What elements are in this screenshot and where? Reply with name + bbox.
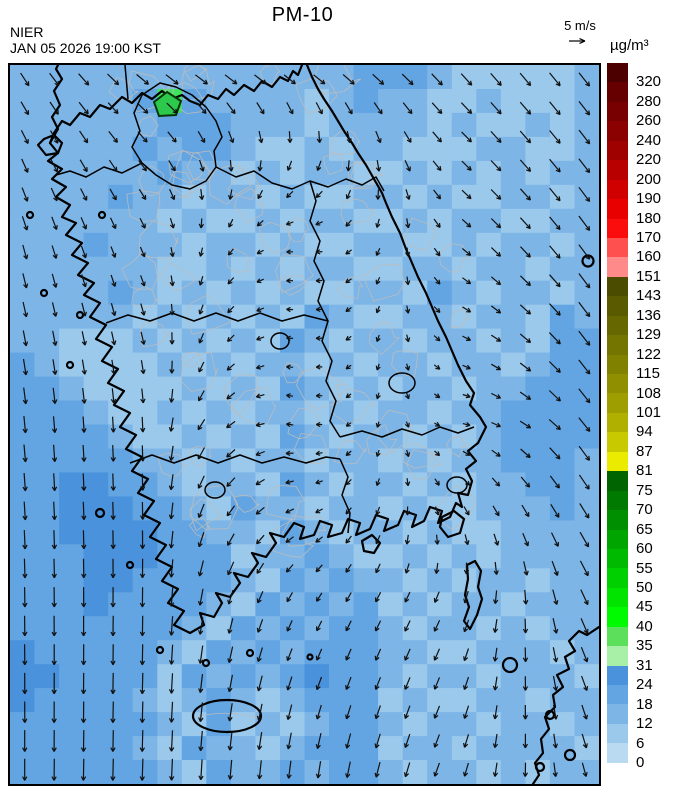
colorbar-tick-label: 81	[636, 462, 653, 480]
colorbar-segment	[607, 685, 628, 705]
page-title: PM-10	[271, 4, 334, 26]
colorbar-segment	[607, 121, 628, 141]
datetime-label: JAN 05 2026 19:00 KST	[10, 40, 161, 56]
colorbar-tick-label: 220	[636, 151, 662, 169]
colorbar-tick-label: 143	[636, 287, 662, 305]
colorbar-segment	[607, 237, 628, 258]
colorbar-segment	[607, 665, 628, 685]
colorbar-tick-label: 35	[636, 637, 653, 655]
colorbar-tick-label: 240	[636, 131, 662, 149]
colorbar-segment	[607, 412, 628, 433]
colorbar-tick-label: 6	[636, 734, 645, 752]
colorbar-segment	[607, 140, 628, 161]
colorbar-labels: 320 280 260 240 220 200 190 180 170 160 151 143 136 1…	[636, 63, 672, 775]
wind-reference-label: 5 m/s	[564, 18, 596, 33]
colorbar-segment	[607, 315, 628, 336]
colorbar-tick-label: 0	[636, 754, 645, 771]
colorbar-tick-label: 108	[636, 384, 662, 402]
colorbar-tick-label: 18	[636, 695, 653, 713]
colorbar-tick-label: 136	[636, 306, 662, 324]
colorbar-segment	[607, 101, 628, 122]
county-borders	[108, 65, 475, 719]
colorbar-tick-label: 180	[636, 209, 662, 227]
colorbar-segment	[607, 451, 628, 472]
colorbar-segment	[607, 63, 628, 83]
concentration-cells	[10, 65, 599, 784]
colorbar-segment	[607, 548, 628, 569]
colorbar-tick-label: 122	[636, 345, 662, 363]
colorbar-segment	[607, 218, 628, 238]
colorbar-segment	[607, 257, 628, 277]
colorbar-tick-label: 129	[636, 326, 662, 344]
colorbar-segment	[607, 723, 628, 744]
colorbar-tick-label: 190	[636, 190, 662, 208]
colorbar-segment	[607, 393, 628, 413]
colorbar-tick-label: 160	[636, 248, 662, 266]
colorbar-segment	[607, 510, 628, 530]
colorbar-segment	[607, 335, 628, 355]
colorbar-segment	[607, 646, 628, 666]
colorbar-segment	[607, 374, 628, 394]
colorbar-segment	[607, 82, 628, 102]
colorbar-tick-label: 101	[636, 404, 662, 421]
units-label: µg/m³	[610, 37, 649, 54]
colorbar-segment	[607, 529, 628, 549]
colorbar-segment	[607, 276, 628, 297]
colorbar-segment	[607, 471, 628, 491]
colorbar-tick-label: 65	[636, 520, 653, 538]
colorbar-tick-label: 55	[636, 559, 653, 577]
colorbar-tick-label: 280	[636, 92, 662, 110]
source-label: NIER	[10, 24, 44, 40]
colorbar-segment	[607, 490, 628, 511]
colorbar-tick-label: 50	[636, 579, 653, 596]
colorbar-tick-label: 94	[636, 423, 653, 441]
colorbar-tick-label: 12	[636, 715, 653, 733]
colorbar-tick-label: 70	[636, 501, 653, 519]
colorbar-segment	[607, 354, 628, 374]
colorbar-tick-label: 45	[636, 598, 653, 616]
pm10-map	[8, 63, 601, 786]
colorbar-tick-label: 31	[636, 656, 653, 674]
colorbar-segment	[607, 568, 628, 588]
colorbar-segment	[607, 199, 628, 219]
colorbar-segment	[607, 607, 628, 627]
colorbar	[607, 63, 628, 763]
colorbar-segment	[607, 587, 628, 608]
colorbar-tick-label: 260	[636, 112, 662, 130]
colorbar-segment	[607, 179, 628, 200]
wind-vectors	[20, 72, 591, 781]
colorbar-tick-label: 75	[636, 481, 653, 499]
colorbar-tick-label: 115	[636, 365, 660, 383]
colorbar-tick-label: 60	[636, 540, 653, 558]
colorbar-tick-label: 170	[636, 229, 662, 246]
colorbar-tick-label: 40	[636, 617, 653, 635]
colorbar-tick-label: 151	[636, 267, 662, 285]
colorbar-tick-label: 24	[636, 676, 653, 694]
colorbar-segment	[607, 160, 628, 180]
colorbar-tick-label: 320	[636, 73, 662, 91]
colorbar-segment	[607, 743, 628, 763]
colorbar-segment	[607, 296, 628, 316]
colorbar-tick-label: 200	[636, 170, 662, 188]
colorbar-segment	[607, 626, 628, 647]
colorbar-segment	[607, 432, 628, 452]
wind-reference-arrow-icon	[569, 38, 586, 44]
coastline	[25, 65, 599, 784]
colorbar-tick-label: 87	[636, 442, 653, 460]
province-borders	[55, 65, 475, 534]
colorbar-segment	[607, 704, 628, 724]
